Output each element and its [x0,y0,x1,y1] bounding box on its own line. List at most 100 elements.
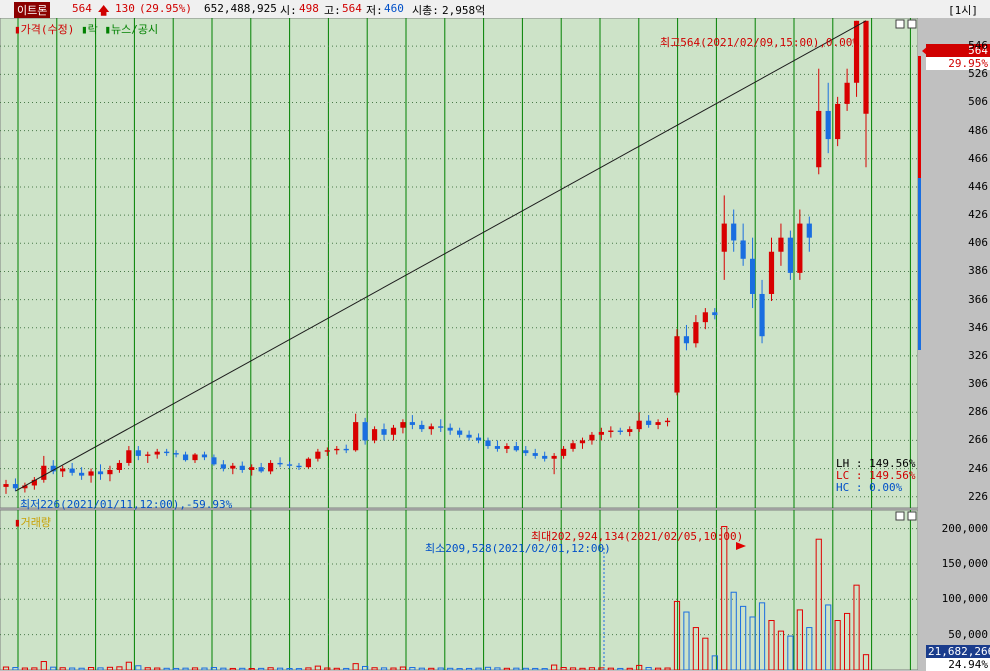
candle-body [721,223,727,252]
candle-body [41,465,47,480]
volume-bar [626,667,633,670]
candle-body [409,422,415,425]
candle-body [655,422,661,425]
candle-body [79,472,85,476]
lh-value: LH : 149.56% [836,457,916,470]
volume-bar [806,627,813,670]
price-tick-label: 506 [968,95,988,109]
price-tick-label: 226 [968,489,988,503]
volume-bar [2,666,10,670]
candle-body [126,450,132,463]
candle-body [551,455,557,459]
candle-body [674,336,680,393]
price-tick-label: 426 [968,208,988,222]
candle-body [249,467,255,470]
stock-name[interactable]: 이트론 [14,2,51,18]
down-range-strip [918,178,921,350]
volume-bar [182,667,189,670]
candle-body [353,422,359,451]
volume-bar [399,666,407,670]
candle-body [636,420,642,430]
open-label: 시: [280,4,297,17]
candle-body [324,450,330,452]
volume-bar [768,620,775,670]
candle-body [825,110,831,140]
low-price: 460 [384,2,404,15]
candle-body [712,312,718,316]
price-tick-label: 266 [968,433,988,447]
max-price-annotation: 최고564(2021/02/09,15:00),0.00% [660,36,860,49]
candle-body [230,465,236,469]
volume-bar [456,668,463,670]
trend-line [15,20,867,492]
volume-bar [380,667,388,670]
candle-body [542,455,548,459]
price-tick-label: 466 [968,151,988,165]
candle-body [863,20,869,114]
candle-body [485,440,491,447]
candle-body [258,467,264,472]
candle-body [693,322,699,344]
volume-bar [295,668,303,670]
candle-body [145,454,151,456]
candle-body [749,258,756,294]
price-tick-label: 326 [968,348,988,362]
candle-body [107,469,113,475]
high-price: 564 [342,2,362,15]
candle-body [173,453,179,455]
volume-bar [314,665,321,670]
candle-body [315,451,321,459]
candle-body [570,443,576,449]
candle-body [362,422,368,441]
hc-value: HC : 0.00% [836,481,903,494]
candle-body [598,431,604,435]
volume-pct-box: 24.94% [926,658,990,671]
price-tick-label: 446 [968,179,988,193]
candle-body [466,434,472,438]
price-tick-label: 526 [968,67,988,81]
price-legend-label: 가격(수정) [20,23,75,36]
interval-selector[interactable]: [1시] [948,4,978,17]
volume-bar [50,666,57,670]
candle-body [617,430,623,432]
stock-chart[interactable] [0,18,990,670]
candle-body [664,420,671,423]
volume-tick-label: 150,000 [941,556,988,570]
max-volume-annotation: 최대202,924,134(2021/02/05,10:00) [531,530,744,543]
volume-bar [494,667,501,670]
price-change: 130 [115,2,135,15]
candle-body [646,420,652,425]
candle-body [513,446,519,451]
high-label: 고: [324,4,341,17]
candle-body [797,223,803,273]
candle-body [31,479,37,486]
candle-body [400,422,406,428]
candle-body [560,448,567,456]
volume-legend: ▮거래량 [14,516,51,529]
lc-value: LC : 149.56% [836,469,916,482]
candle-body [164,451,170,454]
candle-body [116,462,123,470]
candle-body [50,465,56,472]
candle-body [806,223,812,238]
volume-bar [711,655,718,670]
candle-body [371,429,378,441]
volume-now-box: 21,682,266 [926,645,990,658]
mcap-label: 시총: [412,4,439,17]
candle-body [305,458,312,468]
volume-bar [163,667,170,670]
candle-body [447,427,453,431]
candle-body [816,110,822,168]
candle-body [457,430,463,435]
volume-bar [579,667,586,670]
volume-bar [522,667,529,670]
volume-bar [749,616,756,670]
candle-body [69,468,75,473]
price-legend: ▮가격(수정) ▮락 ▮뉴스/공시 [14,23,159,36]
price-pct-box: 29.95% [926,57,990,70]
right-axis [918,18,990,670]
news-legend-label: 뉴스/공시 [110,23,159,36]
candle-body [683,336,690,344]
rak-legend-label: 락 [87,23,98,36]
pane-control-icon [907,19,917,29]
